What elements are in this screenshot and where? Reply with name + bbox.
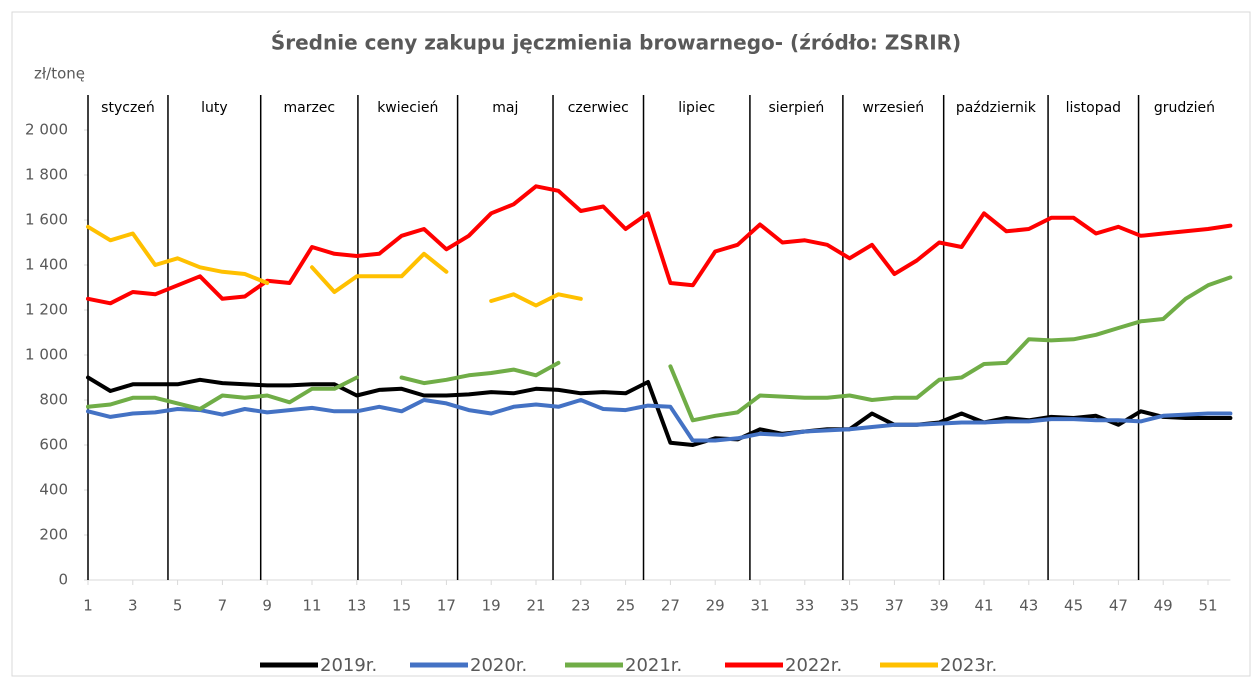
month-label: październik (956, 100, 1037, 116)
y-tick-label: 600 (39, 436, 68, 454)
y-axis-label: zł/tonę (34, 65, 85, 83)
x-tick-label: 17 (437, 597, 456, 615)
series-line (489, 292, 583, 308)
x-tick-label: 35 (840, 597, 859, 615)
x-tick-label: 27 (661, 597, 680, 615)
month-label: wrzesień (862, 100, 924, 116)
x-tick-label: 31 (750, 597, 769, 615)
month-label: sierpień (768, 100, 824, 116)
x-tick-label: 39 (930, 597, 949, 615)
y-tick-label: 1 200 (25, 301, 68, 319)
legend-label: 2023r. (940, 655, 997, 676)
x-tick-label: 13 (347, 597, 366, 615)
month-label: maj (492, 100, 518, 116)
series-line (399, 360, 561, 386)
month-label: marzec (283, 100, 335, 116)
x-tick-label: 43 (1019, 597, 1038, 615)
series-line (86, 224, 270, 285)
x-tick-label: 29 (706, 597, 725, 615)
x-tick-label: 21 (526, 597, 545, 615)
legend-label: 2021r. (625, 655, 682, 676)
x-tick-label: 45 (1064, 597, 1083, 615)
x-tick-label: 51 (1198, 597, 1217, 615)
legend-label: 2022r. (785, 655, 842, 676)
x-tick-label: 47 (1109, 597, 1128, 615)
x-tick-label: 15 (392, 597, 411, 615)
month-label: listopad (1066, 100, 1121, 116)
y-tick-label: 800 (39, 391, 68, 409)
series-line (86, 375, 359, 411)
month-label: czerwiec (568, 100, 629, 116)
month-label: luty (201, 100, 228, 116)
legend-label: 2019r. (320, 655, 377, 676)
x-tick-label: 7 (218, 597, 228, 615)
month-label: grudzień (1154, 100, 1215, 116)
y-tick-label: 1 400 (25, 256, 68, 274)
y-tick-label: 400 (39, 481, 68, 499)
x-tick-label: 49 (1154, 597, 1173, 615)
x-tick-label: 33 (795, 597, 814, 615)
x-tick-label: 5 (173, 597, 183, 615)
month-label: styczeń (101, 100, 155, 116)
y-tick-label: 1 000 (25, 346, 68, 364)
x-tick-label: 3 (128, 597, 138, 615)
x-tick-label: 1 (83, 597, 93, 615)
x-tick-label: 19 (482, 597, 501, 615)
chart-frame (11, 11, 1251, 677)
y-tick-label: 200 (39, 526, 68, 544)
x-tick-label: 25 (616, 597, 635, 615)
x-tick-label: 23 (571, 597, 590, 615)
month-label: lipiec (678, 100, 715, 116)
series-line (668, 275, 1233, 423)
chart-title: Średnie ceny zakupu jęczmienia browarneg… (271, 31, 961, 55)
series-line (310, 251, 449, 294)
y-tick-label: 0 (58, 571, 68, 589)
y-tick-label: 1 600 (25, 211, 68, 229)
series-line (86, 184, 1233, 306)
y-tick-label: 2 000 (25, 121, 68, 139)
x-tick-label: 41 (974, 597, 993, 615)
x-tick-label: 37 (885, 597, 904, 615)
month-label: kwiecień (377, 100, 438, 116)
legend-label: 2020r. (470, 655, 527, 676)
x-tick-label: 11 (302, 597, 321, 615)
y-tick-label: 1 800 (25, 166, 68, 184)
x-tick-label: 9 (262, 597, 272, 615)
series-line (86, 398, 1233, 443)
